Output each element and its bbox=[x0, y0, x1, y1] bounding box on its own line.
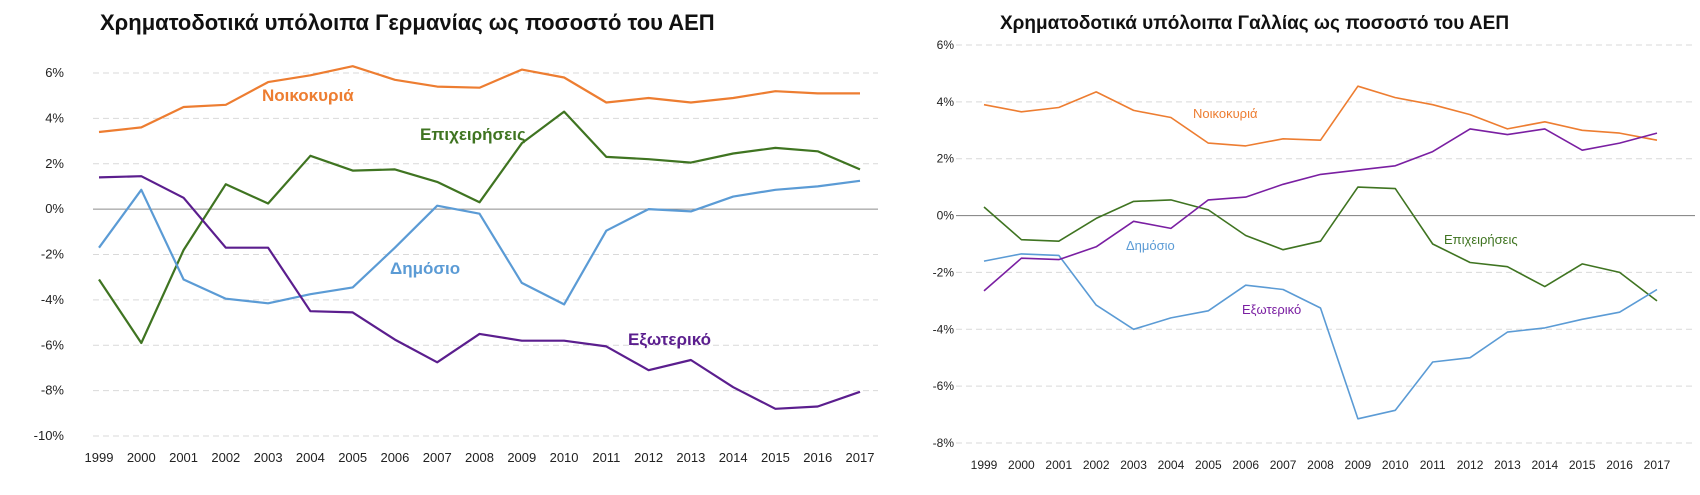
france-x-tick-label: 2011 bbox=[1420, 458, 1446, 472]
germany-series-businesses-line bbox=[98, 110, 861, 345]
germany-y-tick-label: -10% bbox=[34, 428, 65, 443]
france-x-tick-label: 2008 bbox=[1307, 458, 1334, 472]
france-chart-panel: Χρηματοδοτικά υπόλοιπα Γαλλίας ως ποσοστ… bbox=[920, 0, 1700, 495]
france-series-households-line bbox=[983, 85, 1658, 147]
france-x-tick-label: 2002 bbox=[1083, 458, 1110, 472]
germany-x-tick-label: 2003 bbox=[254, 450, 283, 465]
france-x-tick-label: 2003 bbox=[1120, 458, 1147, 472]
france-y-tick-label: -6% bbox=[933, 379, 955, 393]
france-x-tick-label: 2012 bbox=[1457, 458, 1484, 472]
france-chart-title: Χρηματοδοτικά υπόλοιπα Γαλλίας ως ποσοστ… bbox=[1000, 13, 1510, 34]
france-series-label-external: Εξωτερικό bbox=[1242, 302, 1301, 317]
germany-x-tick-label: 2007 bbox=[423, 450, 452, 465]
france-x-tick-label: 2004 bbox=[1158, 458, 1185, 472]
germany-x-tick-label: 1999 bbox=[85, 450, 114, 465]
germany-x-tick-label: 2002 bbox=[211, 450, 240, 465]
germany-x-tick-label: 2008 bbox=[465, 450, 494, 465]
france-y-tick-label: 4% bbox=[937, 95, 955, 109]
germany-x-tick-label: 2013 bbox=[676, 450, 705, 465]
germany-chart-panel: Χρηματοδοτικά υπόλοιπα Γερμανίας ως ποσο… bbox=[34, 10, 878, 465]
france-series-label-households: Νοικοκυριά bbox=[1193, 106, 1258, 121]
germany-y-tick-label: 2% bbox=[45, 156, 64, 171]
germany-series-label-businesses: Επιχειρήσεις bbox=[420, 125, 526, 144]
germany-y-tick-label: 4% bbox=[45, 110, 64, 125]
germany-x-tick-label: 2015 bbox=[761, 450, 790, 465]
germany-chart-title: Χρηματοδοτικά υπόλοιπα Γερμανίας ως ποσο… bbox=[100, 10, 715, 35]
germany-x-tick-label: 2005 bbox=[338, 450, 367, 465]
france-series-external-line bbox=[983, 128, 1658, 292]
france-y-tick-label: 6% bbox=[937, 38, 955, 52]
france-x-tick-label: 1999 bbox=[971, 458, 998, 472]
germany-y-tick-label: -4% bbox=[41, 292, 65, 307]
france-x-tick-label: 2017 bbox=[1644, 458, 1671, 472]
france-x-tick-label: 2001 bbox=[1045, 458, 1072, 472]
france-x-tick-label: 2014 bbox=[1531, 458, 1558, 472]
germany-series-households-line bbox=[98, 65, 860, 134]
germany-series-external-line bbox=[98, 175, 861, 410]
france-series-label-businesses: Επιχειρήσεις bbox=[1444, 232, 1518, 247]
germany-x-tick-label: 2017 bbox=[846, 450, 875, 465]
france-x-tick-label: 2007 bbox=[1270, 458, 1297, 472]
france-y-tick-label: -8% bbox=[933, 436, 955, 450]
france-x-tick-label: 2005 bbox=[1195, 458, 1222, 472]
germany-x-tick-label: 2012 bbox=[634, 450, 663, 465]
france-series-government-line bbox=[983, 253, 1658, 420]
germany-x-tick-label: 2011 bbox=[592, 450, 620, 465]
germany-x-tick-label: 2010 bbox=[550, 450, 579, 465]
germany-x-tick-label: 2016 bbox=[803, 450, 832, 465]
germany-y-tick-label: 6% bbox=[45, 65, 64, 80]
germany-chart: -10% -8% -6% -4% -2% 0% 2% 4% 6% 1999 2000 2001 2002… bbox=[34, 65, 878, 465]
germany-y-tick-label: -8% bbox=[41, 383, 65, 398]
france-series-label-government: Δημόσιο bbox=[1126, 238, 1175, 253]
france-x-tick-label: 2010 bbox=[1382, 458, 1409, 472]
germany-x-tick-label: 2014 bbox=[719, 450, 748, 465]
france-chart: -8% -6% -4% -2% 0% 2% 4% 6% 1999 2000 2001 2002 2003… bbox=[933, 38, 1695, 472]
germany-x-tick-label: 2006 bbox=[380, 450, 409, 465]
germany-x-tick-label: 2000 bbox=[127, 450, 156, 465]
germany-x-tick-label: 2009 bbox=[507, 450, 536, 465]
france-x-tick-label: 2016 bbox=[1606, 458, 1633, 472]
germany-x-tick-label: 2001 bbox=[169, 450, 198, 465]
france-y-tick-label: 2% bbox=[937, 152, 955, 166]
germany-x-tick-label: 2004 bbox=[296, 450, 325, 465]
germany-series-label-external: Εξωτερικό bbox=[628, 330, 711, 349]
france-x-tick-label: 2013 bbox=[1494, 458, 1521, 472]
germany-y-tick-label: -2% bbox=[41, 247, 65, 262]
france-y-tick-label: -4% bbox=[933, 322, 955, 336]
france-x-tick-label: 2009 bbox=[1345, 458, 1372, 472]
germany-series-label-households: Νοικοκυριά bbox=[262, 86, 354, 105]
germany-series-label-government: Δημόσιο bbox=[390, 259, 460, 278]
germany-y-tick-label: 0% bbox=[45, 201, 64, 216]
france-y-tick-label: -2% bbox=[933, 265, 955, 279]
germany-y-tick-label: -6% bbox=[41, 337, 65, 352]
germany-series-government-line bbox=[98, 179, 861, 306]
france-series-businesses-line bbox=[983, 186, 1658, 302]
france-y-tick-label: 0% bbox=[937, 209, 955, 223]
france-x-tick-label: 2006 bbox=[1232, 458, 1259, 472]
france-x-tick-label: 2000 bbox=[1008, 458, 1035, 472]
france-x-tick-label: 2015 bbox=[1569, 458, 1596, 472]
